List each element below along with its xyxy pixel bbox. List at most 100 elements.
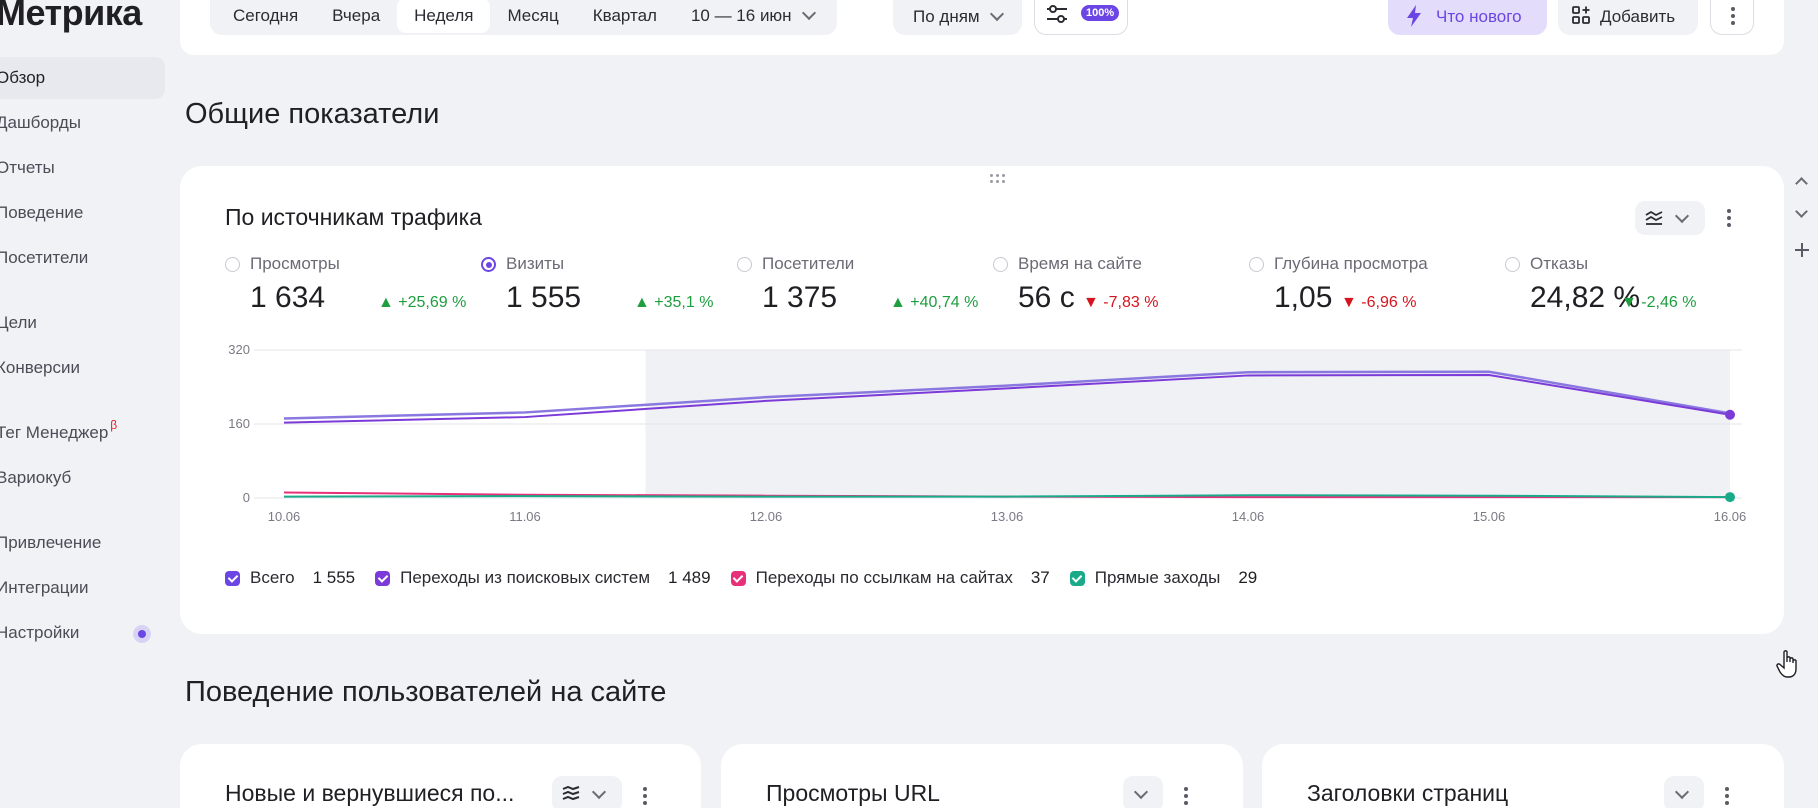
expand-dropdown[interactable] bbox=[1123, 776, 1163, 808]
metric-label: Просмотры bbox=[250, 254, 340, 273]
expand-dropdown[interactable] bbox=[1664, 776, 1704, 808]
sampling-badge: 100% bbox=[1081, 5, 1120, 21]
notification-dot-icon bbox=[133, 625, 151, 643]
chevron-up-icon bbox=[1795, 177, 1808, 190]
metric-delta: ▲ +25,69 % bbox=[378, 294, 467, 311]
grouping-dropdown[interactable]: По дням bbox=[893, 0, 1022, 35]
sidebar-item-reports[interactable]: Отчеты bbox=[0, 158, 55, 177]
traffic-line-chart[interactable]: 0 160 320 10.06 11.06 12.06 13.06 14.06 15.06 16.… bbox=[180, 166, 1784, 556]
card-more-icon[interactable] bbox=[1727, 209, 1731, 230]
period-today-button[interactable]: Сегодня bbox=[233, 6, 299, 25]
legend-item-direct[interactable]: Прямые заходы 29 bbox=[1069, 568, 1258, 588]
metric-label: Глубина просмотра bbox=[1274, 254, 1428, 273]
radio-icon bbox=[1249, 257, 1264, 272]
metric-delta: ▼ -6,96 % bbox=[1341, 294, 1417, 311]
y-tick-label: 0 bbox=[243, 490, 250, 505]
x-tick-label: 11.06 bbox=[509, 509, 541, 524]
more-menu-button[interactable] bbox=[1710, 0, 1754, 35]
date-range-label: 10 — 16 июн bbox=[690, 6, 792, 25]
section-title-overview: Общие показатели bbox=[185, 98, 440, 130]
checkbox-checked-icon bbox=[375, 570, 391, 586]
legend-value: 29 bbox=[1238, 568, 1258, 587]
metric-value: 1,05 bbox=[1274, 281, 1333, 314]
data-point bbox=[1725, 409, 1735, 420]
sidebar: Метрика Обзор Дашборды Отчеты Поведение … bbox=[0, 0, 170, 808]
legend-value: 1 489 bbox=[668, 568, 711, 587]
sidebar-item-overview[interactable]: Обзор bbox=[0, 57, 165, 99]
legend-name: Прямые заходы bbox=[1094, 568, 1221, 587]
x-tick-label: 10.06 bbox=[268, 509, 301, 524]
metric-value: 1 555 bbox=[506, 281, 582, 314]
beta-badge: β bbox=[110, 418, 118, 432]
metric-label: Визиты bbox=[506, 254, 565, 273]
date-range-dropdown[interactable]: 10 — 16 июн bbox=[674, 0, 831, 33]
card-more-icon[interactable] bbox=[1184, 787, 1188, 808]
traffic-sources-card: По источникам трафика Просмотры 1 634 ▲ … bbox=[180, 166, 1784, 634]
chart-type-dropdown[interactable] bbox=[1635, 201, 1705, 235]
y-tick-label: 160 bbox=[228, 416, 250, 431]
page-titles-card: Заголовки страниц bbox=[1262, 744, 1784, 808]
checkbox-checked-icon bbox=[225, 570, 240, 586]
metric-value: 24,82 % bbox=[1530, 281, 1641, 314]
period-yesterday-button[interactable]: Вчера bbox=[332, 6, 381, 25]
add-button[interactable]: Добавить bbox=[1558, 0, 1698, 35]
checkbox-checked-icon bbox=[730, 570, 746, 586]
metric-label: Время на сайте bbox=[1018, 254, 1142, 273]
sidebar-item-goals[interactable]: Цели bbox=[0, 313, 37, 332]
legend-item-total[interactable]: Всего 1 555 bbox=[225, 568, 355, 588]
card-title: По источникам трафика bbox=[225, 204, 482, 230]
grouping-label: По дням bbox=[913, 7, 980, 26]
period-quarter-button[interactable]: Квартал bbox=[592, 6, 657, 25]
legend-name: Переходы из поисковых систем bbox=[400, 568, 651, 587]
legend-item-search[interactable]: Переходы из поисковых систем 1 489 bbox=[375, 568, 711, 588]
metric-label: Посетители bbox=[762, 254, 855, 273]
chart-type-dropdown[interactable] bbox=[552, 776, 622, 808]
metric-delta: ▼ -7,83 % bbox=[1083, 294, 1159, 311]
x-tick-label: 14.06 bbox=[1232, 509, 1265, 524]
legend-name: Переходы по ссылкам на сайтах bbox=[755, 568, 1013, 587]
chevron-down-icon bbox=[1674, 784, 1690, 800]
sidebar-item-visitors[interactable]: Посетители bbox=[0, 248, 89, 267]
sidebar-item-variocube[interactable]: Вариокуб bbox=[0, 468, 72, 487]
sidebar-item-settings[interactable]: Настройки bbox=[0, 612, 165, 654]
chart-lines-icon bbox=[1645, 210, 1663, 225]
plus-icon bbox=[1795, 243, 1809, 257]
legend-name: Всего bbox=[250, 568, 295, 587]
new-returning-card: Новые и вернувшиеся по... bbox=[180, 744, 701, 808]
card-title: Заголовки страниц bbox=[1307, 780, 1509, 806]
add-label: Добавить bbox=[1600, 7, 1676, 26]
legend-value: 1 555 bbox=[312, 568, 356, 587]
sampling-filter-button[interactable]: 100% bbox=[1034, 0, 1128, 35]
chevron-down-icon bbox=[989, 6, 1004, 22]
move-up-button[interactable] bbox=[1790, 170, 1814, 194]
add-widget-button[interactable] bbox=[1790, 238, 1814, 262]
move-down-button[interactable] bbox=[1790, 204, 1814, 228]
sidebar-item-dashboards[interactable]: Дашборды bbox=[0, 113, 81, 132]
metric-delta: ▼ -2,46 % bbox=[1621, 294, 1697, 311]
whats-new-button[interactable]: Что нового bbox=[1388, 0, 1547, 35]
card-more-icon[interactable] bbox=[643, 787, 647, 808]
sidebar-item-conversions[interactable]: Конверсии bbox=[0, 358, 80, 377]
url-views-card: Просмотры URL bbox=[721, 744, 1243, 808]
section-title-behavior: Поведение пользователей на сайте bbox=[185, 676, 667, 708]
sidebar-item-tag-manager[interactable]: Тег Менеджер β bbox=[0, 418, 118, 442]
legend-item-links[interactable]: Переходы по ссылкам на сайтах 37 bbox=[730, 568, 1050, 588]
data-point bbox=[1725, 492, 1735, 503]
drag-handle-icon[interactable] bbox=[990, 174, 1006, 186]
sidebar-item-behavior[interactable]: Поведение bbox=[0, 203, 84, 222]
whats-new-label: Что нового bbox=[1436, 7, 1522, 26]
x-tick-label: 13.06 bbox=[991, 509, 1024, 524]
card-more-icon[interactable] bbox=[1725, 787, 1729, 808]
metric-value: 1 634 bbox=[250, 281, 326, 314]
card-title: Просмотры URL bbox=[766, 780, 940, 806]
brand-logo[interactable]: Метрика bbox=[0, 0, 142, 33]
sidebar-item-integrations[interactable]: Интеграции bbox=[0, 578, 89, 597]
radio-icon bbox=[225, 257, 240, 272]
radio-selected-icon bbox=[481, 257, 496, 272]
sidebar-item-acquisition[interactable]: Привлечение bbox=[0, 533, 102, 552]
period-selector: Сегодня Вчера Неделя Месяц Квартал 10 — … bbox=[210, 0, 837, 35]
period-month-button[interactable]: Месяц bbox=[507, 6, 559, 25]
chevron-down-icon bbox=[801, 5, 816, 21]
x-tick-label: 12.06 bbox=[750, 509, 783, 524]
period-week-button[interactable]: Неделя bbox=[397, 0, 491, 33]
